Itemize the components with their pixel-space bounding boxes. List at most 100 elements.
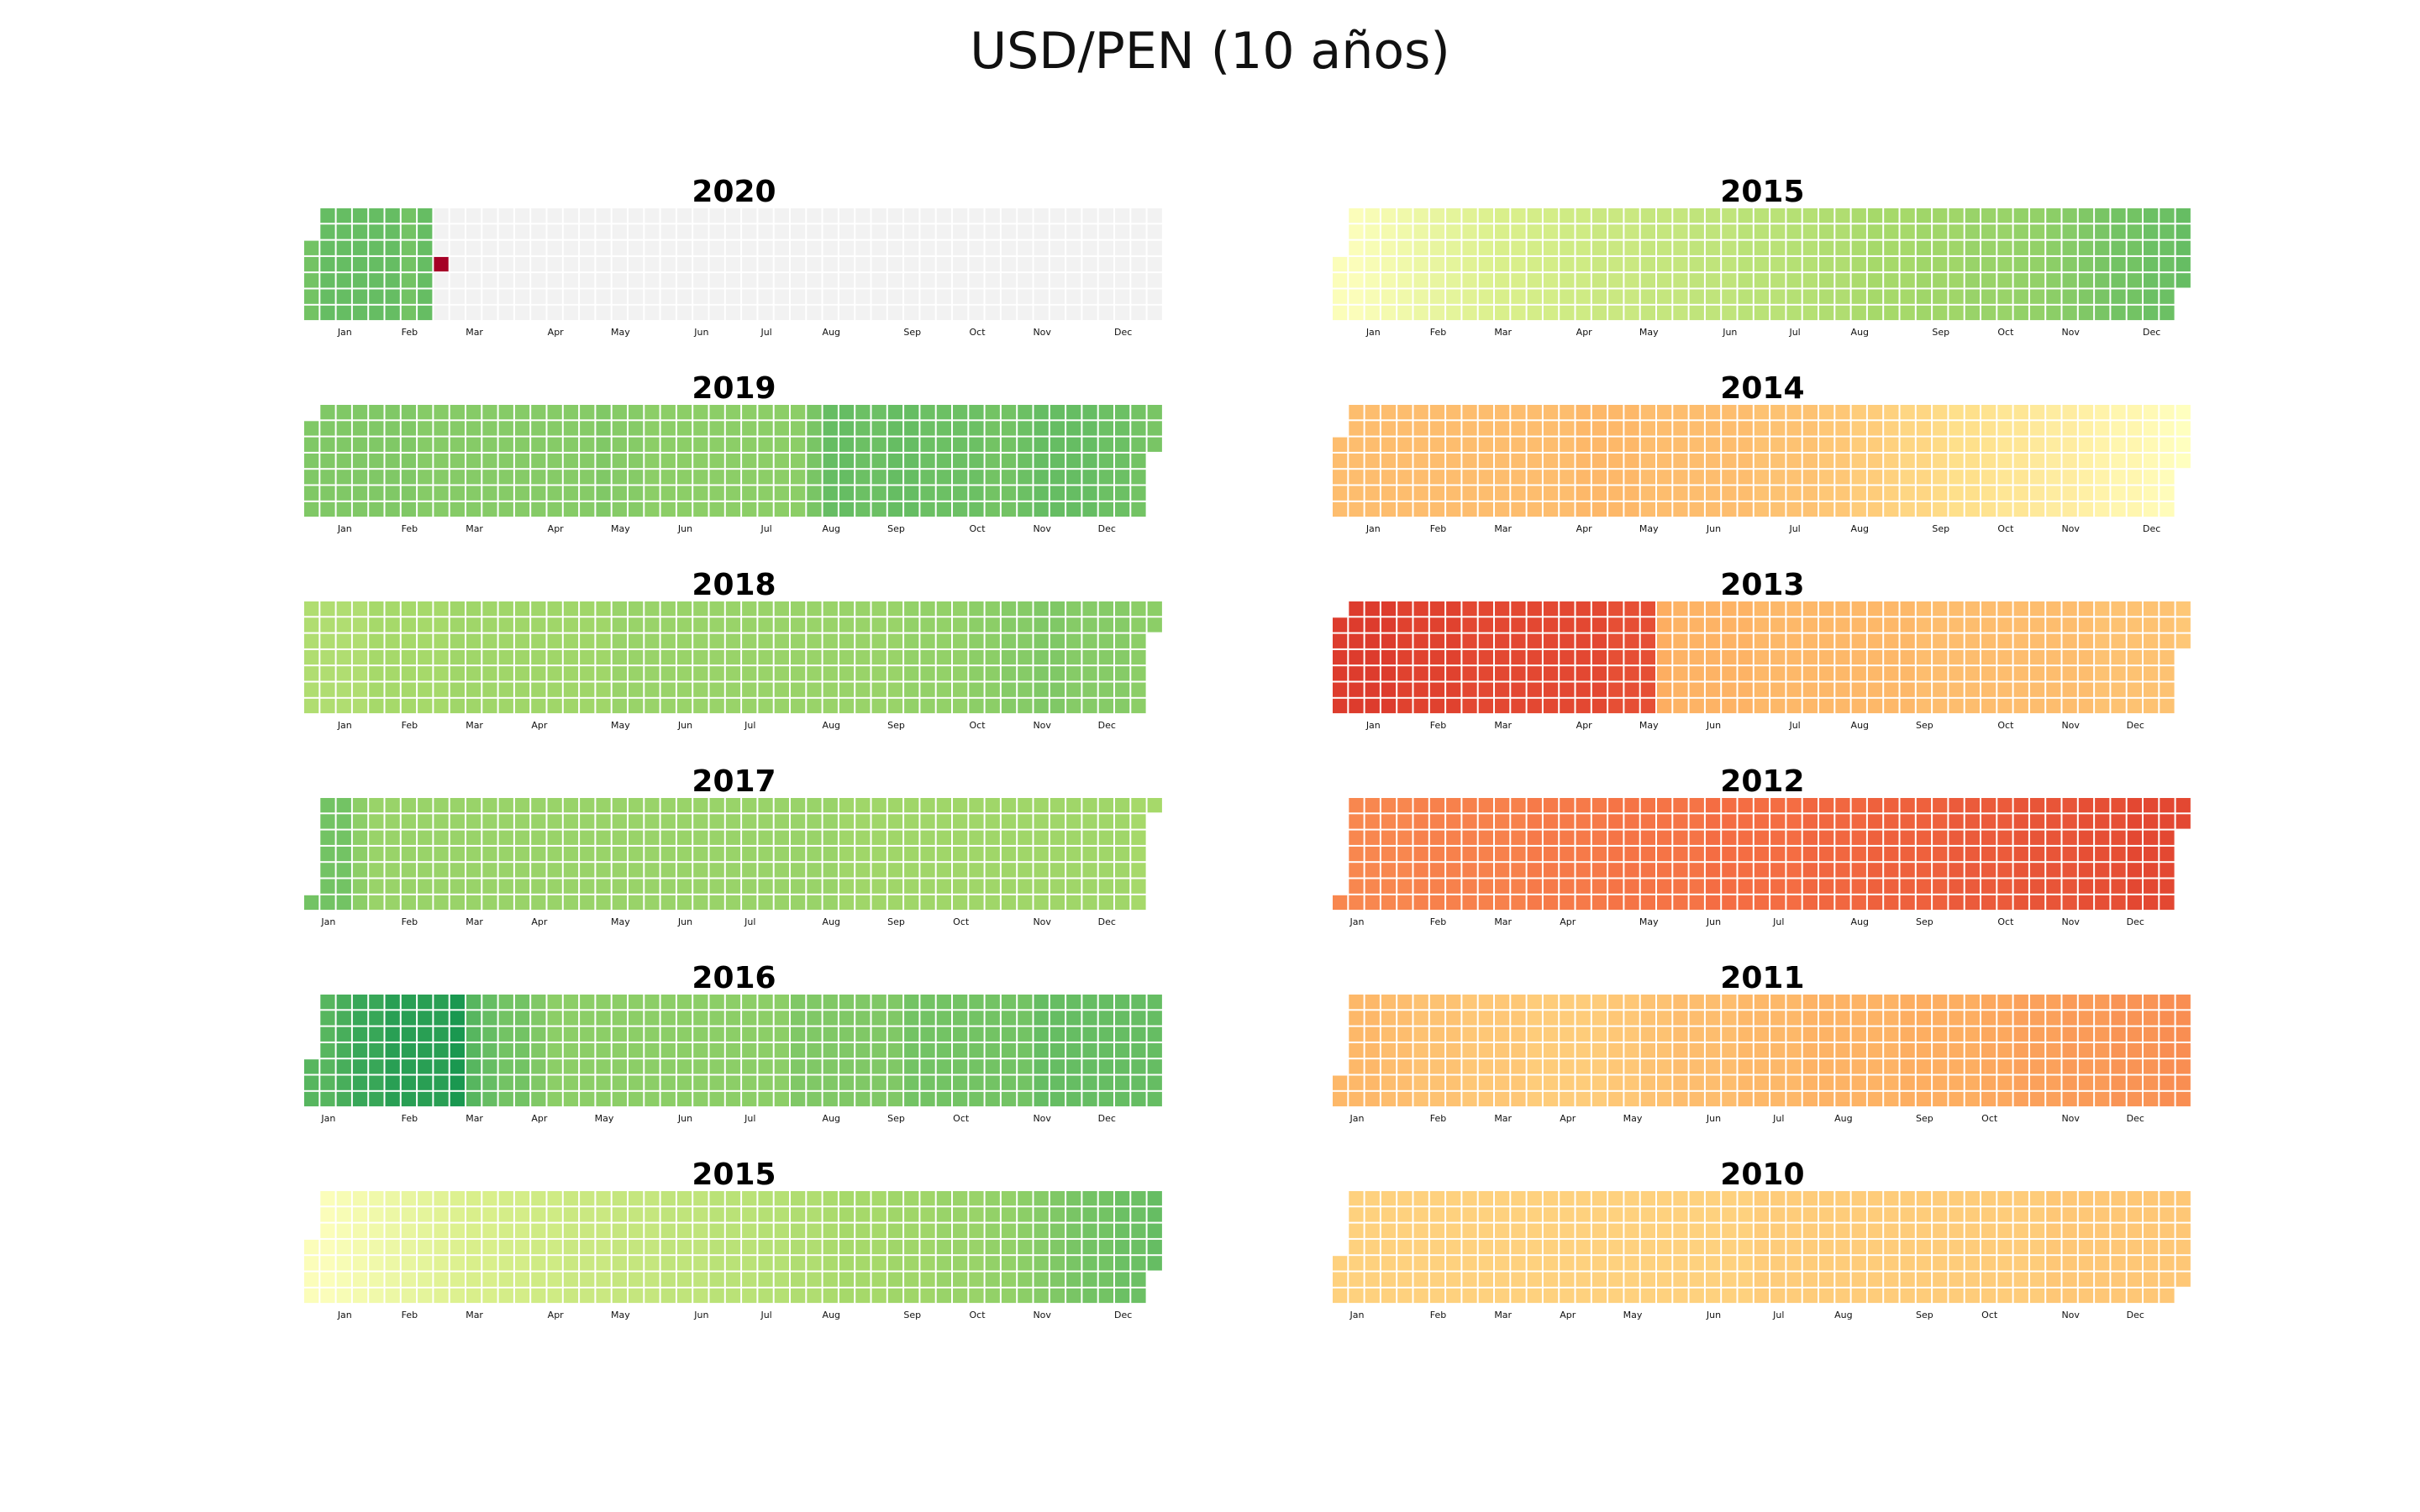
day-cell	[807, 1207, 822, 1222]
day-cell	[320, 289, 335, 304]
day-cell	[1034, 470, 1049, 485]
day-cell	[531, 601, 546, 617]
day-cell	[1576, 256, 1591, 272]
day-cell	[596, 798, 611, 813]
day-cell	[807, 421, 822, 436]
day-cell	[774, 1207, 789, 1222]
day-cell	[1851, 1223, 1866, 1238]
day-cell	[1147, 995, 1162, 1010]
day-cell	[1770, 405, 1786, 420]
day-cell	[1754, 486, 1770, 501]
day-cell	[1884, 633, 1899, 648]
day-cell	[2175, 601, 2191, 617]
day-cell	[1657, 1207, 1672, 1222]
day-cell	[1981, 240, 1996, 255]
day-cell	[1949, 1075, 1964, 1090]
day-cell	[1018, 830, 1033, 845]
day-cell	[1916, 486, 1932, 501]
day-cell	[1640, 1075, 1655, 1090]
day-cell	[1050, 863, 1065, 878]
day-cell	[304, 256, 319, 272]
day-cell	[725, 273, 741, 288]
chart-title: USD/PEN (10 años)	[970, 22, 1450, 81]
day-cell	[466, 617, 481, 633]
day-cell	[336, 1239, 351, 1255]
day-cell	[1034, 437, 1049, 452]
day-cell	[1527, 486, 1542, 501]
day-cell	[1098, 617, 1113, 633]
day-cell	[725, 305, 741, 321]
day-cell	[1916, 1239, 1932, 1255]
day-cell	[1624, 1075, 1639, 1090]
day-cell	[1381, 601, 1397, 617]
day-cell	[855, 1223, 871, 1238]
day-cell	[1131, 501, 1146, 517]
day-cell	[2144, 305, 2159, 321]
day-cell	[580, 273, 595, 288]
day-cell	[1591, 633, 1607, 648]
day-cell	[1738, 1239, 1753, 1255]
month-label-jun: Jun	[1706, 1113, 1721, 1124]
day-cell	[1349, 1075, 1364, 1090]
day-cell	[791, 682, 806, 697]
day-cell	[1527, 682, 1542, 697]
day-cell	[401, 1091, 417, 1107]
day-cell	[2144, 879, 2159, 894]
day-cell	[2095, 421, 2110, 436]
day-cell	[1446, 814, 1461, 829]
day-cell	[1365, 289, 1380, 304]
month-label-jun: Jun	[677, 720, 692, 731]
day-cell	[1131, 649, 1146, 665]
day-cell	[1147, 256, 1162, 272]
day-cell	[563, 601, 579, 617]
day-cell	[1429, 601, 1445, 617]
day-cell	[1462, 437, 1477, 452]
day-cell	[709, 421, 724, 436]
day-cell	[1738, 601, 1753, 617]
day-cell	[1478, 1223, 1493, 1238]
day-cell	[1608, 437, 1623, 452]
day-cell	[1478, 501, 1493, 517]
day-cell	[1608, 1239, 1623, 1255]
day-cell	[1722, 895, 1737, 911]
month-label-apr: Apr	[1576, 720, 1593, 731]
day-cell	[612, 453, 627, 469]
day-cell	[1916, 1272, 1932, 1287]
month-label-may: May	[1639, 327, 1659, 338]
day-cell	[1082, 1191, 1097, 1206]
day-cell	[1131, 863, 1146, 878]
day-cell	[580, 1042, 595, 1058]
day-cell	[936, 224, 951, 239]
day-cell	[1933, 501, 1948, 517]
day-cell	[1949, 682, 1964, 697]
day-cell	[1819, 437, 1834, 452]
day-cell	[985, 1042, 1000, 1058]
day-cell	[1689, 1223, 1704, 1238]
day-cell	[1981, 501, 1996, 517]
day-cell	[807, 895, 822, 911]
day-cell	[1034, 1059, 1049, 1074]
day-cell	[336, 698, 351, 714]
day-cell	[1527, 470, 1542, 485]
day-cell	[1916, 698, 1932, 714]
month-label-sep: Sep	[887, 1113, 905, 1124]
day-cell	[1365, 879, 1380, 894]
day-cell	[1349, 208, 1364, 223]
month-label-mar: Mar	[1494, 1310, 1512, 1320]
day-cell	[693, 256, 708, 272]
day-cell	[401, 1042, 417, 1058]
day-cell	[1689, 1059, 1704, 1074]
day-cell	[855, 846, 871, 862]
day-cell	[904, 666, 919, 681]
day-cell	[1098, 1288, 1113, 1304]
day-cell	[1705, 208, 1721, 223]
day-cell	[629, 1059, 644, 1074]
day-cell	[1527, 1042, 1542, 1058]
day-cell	[514, 814, 530, 829]
day-cell	[352, 879, 368, 894]
day-cell	[1851, 470, 1866, 485]
day-cell	[1511, 1256, 1526, 1271]
day-cell	[1673, 814, 1688, 829]
day-cell	[1949, 224, 1964, 239]
day-cell	[1591, 1091, 1607, 1107]
